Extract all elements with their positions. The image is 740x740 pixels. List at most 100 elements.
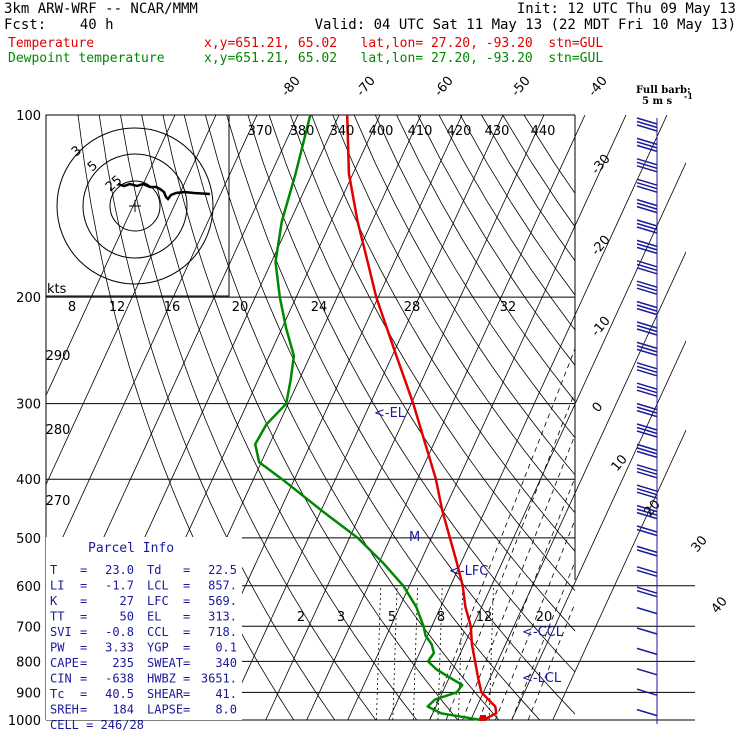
dry-adiabat-400 xyxy=(396,115,575,402)
wind-barb xyxy=(636,402,658,411)
theta-left-label-0: 290 xyxy=(46,349,71,364)
parcel-val-li: -1.7 xyxy=(105,579,134,593)
hodo-speed-label-0: 8 xyxy=(68,300,76,315)
theta-left-label-2: 270 xyxy=(46,494,71,509)
wind-barb xyxy=(636,491,658,499)
parcel-info-bg xyxy=(46,537,242,720)
wind-barb xyxy=(636,487,658,496)
isotherm-label-0: -80 xyxy=(279,74,304,100)
theta-label-4: 410 xyxy=(408,124,433,139)
moist-adiabat-10 xyxy=(429,347,575,720)
parcel-val-lcl: 857. xyxy=(208,579,237,593)
wind-barb xyxy=(636,406,658,414)
wind-barb xyxy=(636,589,658,598)
parcel-val-td: 22.5 xyxy=(208,563,237,577)
parcel-key-svi: SVI xyxy=(50,625,72,639)
dry-adiabat-360 xyxy=(311,115,575,552)
hodograph-ring-inner xyxy=(109,180,161,232)
hodo-speed-label-1: 12 xyxy=(109,300,126,315)
parcel-row-k: K = 27 LFC = 569. xyxy=(50,594,237,608)
isotherm-label-1: -70 xyxy=(354,74,379,100)
wind-barb xyxy=(636,606,658,615)
parcel-info-title: Parcel Info xyxy=(88,541,174,556)
wind-barb xyxy=(636,508,658,516)
dewpoint-trace xyxy=(253,114,482,722)
isotherm-label-5: -30 xyxy=(589,152,614,178)
isotherm-label-12: 40 xyxy=(709,594,731,616)
parcel-key-hwbz: HWBZ xyxy=(147,672,176,686)
parcel-row-li: LI = -1.7 LCL = 857. xyxy=(50,579,237,593)
init-time: Init: 12 UTC Thu 09 May 13 xyxy=(516,1,736,17)
pressure-label-700: 700 xyxy=(16,620,41,635)
moist-adiabat-22 xyxy=(478,476,575,720)
hodo-speed-label-2: 16 xyxy=(164,300,181,315)
parcel-val-lfc: 569. xyxy=(208,594,237,608)
wind-barb xyxy=(636,202,658,210)
parcel-row-svi: SVI = -0.8 CCL = 718. xyxy=(50,625,237,639)
mixing-ratio-label-2: 2 xyxy=(297,610,305,625)
theta-label-0: 370 xyxy=(248,124,273,139)
wind-barb xyxy=(636,144,658,153)
wind-barb xyxy=(636,260,658,268)
parcel-key-tc: Tc xyxy=(50,687,64,701)
mixing-ratio-12 xyxy=(458,585,464,720)
wind-barb xyxy=(636,239,658,248)
parcel-eq: = xyxy=(183,625,190,639)
parcel-key-td: Td xyxy=(147,563,161,577)
wind-barbs xyxy=(636,117,658,724)
dry-adiabat-350 xyxy=(290,115,575,592)
pressure-label-200: 200 xyxy=(16,291,41,306)
mixing-ratio-3 xyxy=(392,585,398,720)
parcel-key-ccl: CCL xyxy=(147,625,169,639)
pressure-label-400: 400 xyxy=(16,473,41,488)
wind-barb xyxy=(636,566,658,574)
hodograph-frame xyxy=(45,114,230,297)
model-title: 3km ARW-WRF -- NCAR/MMM xyxy=(4,1,198,17)
wind-barb xyxy=(636,450,658,459)
wind-barb xyxy=(636,165,658,173)
isotherm--110 xyxy=(46,115,217,486)
wind-barb xyxy=(636,627,658,635)
hodograph-curve xyxy=(117,182,211,201)
theta-left-label-1: 280 xyxy=(46,423,71,438)
hodograph: 3 5 25 kts xyxy=(45,114,230,297)
lcl-marker: <-LCL xyxy=(522,671,562,686)
parcel-eq: = xyxy=(80,625,87,639)
dewpoint-legend: Dewpoint temperature xyxy=(8,51,165,66)
wind-barb xyxy=(636,389,658,397)
pressure-label-1000: 1000 xyxy=(8,714,41,729)
wind-barb xyxy=(636,117,658,125)
hodo-units: kts xyxy=(47,282,67,297)
parcel-key-shear: SHEAR xyxy=(147,687,184,701)
wind-barb xyxy=(636,226,658,234)
wind-barb xyxy=(636,525,658,533)
parcel-eq: = xyxy=(80,703,87,717)
wind-barb xyxy=(636,341,658,350)
barb-legend-title: Full barb: xyxy=(636,85,691,96)
parcel-val-sweat: 340 xyxy=(215,656,237,670)
parcel-eq: = xyxy=(183,594,190,608)
temperature-location: x,y=651.21, 65.02 lat,lon= 27.20, -93.20… xyxy=(204,36,604,51)
wind-barb xyxy=(636,287,658,295)
wind-barb xyxy=(636,382,658,390)
parcel-val-svi: -0.8 xyxy=(105,625,134,639)
parcel-key-tt: TT xyxy=(50,610,64,624)
isotherm-10 xyxy=(429,161,686,720)
parcel-key-sreh: SREH xyxy=(50,703,79,717)
isotherm-label-4: -40 xyxy=(586,74,611,100)
isotherm-0 xyxy=(388,115,668,720)
wind-barb xyxy=(636,120,658,129)
isotherm-label-2: -60 xyxy=(432,74,457,100)
wind-barb xyxy=(636,345,658,353)
parcel-val-pw: 3.33 xyxy=(105,641,134,655)
hodograph-ring-outer xyxy=(56,127,214,285)
wind-barb xyxy=(636,304,658,312)
wind-barb xyxy=(636,362,658,370)
wind-barb xyxy=(636,246,658,255)
wind-barb xyxy=(636,423,658,431)
isotherm-label-11: 30 xyxy=(689,533,711,555)
parcel-eq: = xyxy=(80,594,87,608)
parcel-key-pw: PW xyxy=(50,641,65,655)
isotherm-30 xyxy=(511,340,686,720)
wind-barb xyxy=(636,569,658,578)
